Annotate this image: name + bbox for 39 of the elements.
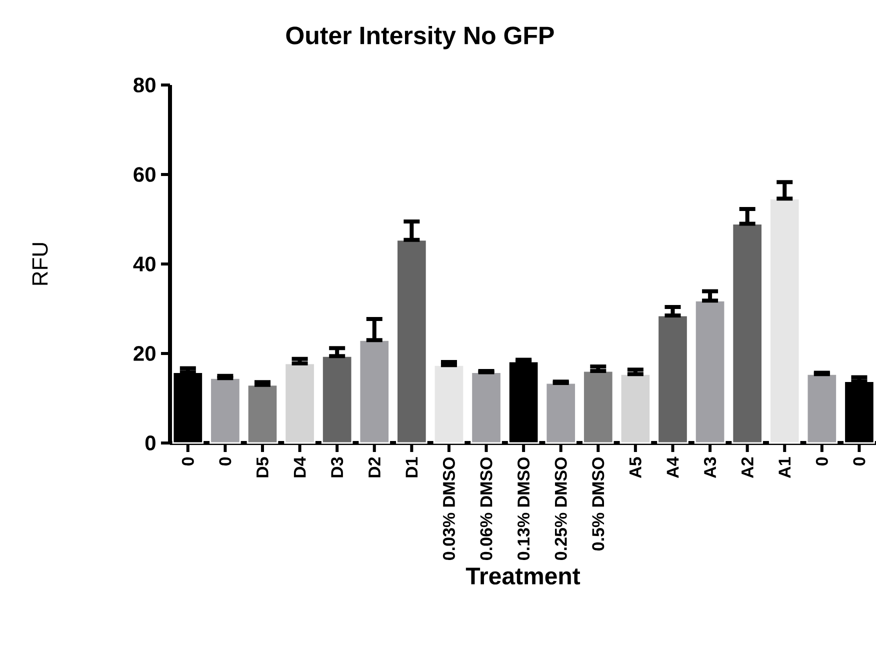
x-tick-label: D4 [294,456,306,478]
x-tick-label: D2 [368,457,380,478]
x-tick-label: 0 [219,457,232,466]
bar [545,382,577,444]
x-tick-label: A1 [778,457,790,478]
bar [694,300,726,444]
y-tick-label: 0 [145,436,156,450]
x-tick-label: D1 [406,457,418,478]
x-tick-label: 0.25% DMSO [554,457,567,560]
x-tick-label: 0 [816,457,828,466]
x-tick-label: 0.03% DMSO [442,457,455,560]
bar [732,222,763,444]
bar [321,355,353,444]
bar [806,373,838,444]
x-tick-label: A5 [630,457,642,478]
chart-title: Outer Intersity No GFP [286,26,554,50]
x-tick-label: 0 [853,457,866,466]
bar [657,314,688,444]
y-axis-title: RFU [32,243,48,285]
x-tick-label: D5 [256,457,268,478]
x-tick-label: 0.5% DMSO [592,457,604,550]
y-tick-label: 20 [134,346,156,361]
y-tick-label: 40 [133,256,156,272]
y-tick-label: 60 [134,167,156,182]
y-tick-label: 80 [134,78,156,92]
x-tick-label: A4 [666,456,679,478]
x-tick-label: 0 [182,457,194,466]
bar [768,198,800,444]
x-tick-label: A3 [704,457,716,478]
x-tick-label: D3 [331,457,344,478]
bar [470,372,502,444]
x-tick-label: 0.06% DMSO [480,457,492,560]
x-axis-title: Treatment [466,568,580,585]
x-tick-label: 0.13% DMSO [518,457,530,560]
bar [582,370,614,444]
bar [396,239,428,444]
x-tick-label: A2 [741,457,754,478]
bar [358,339,390,444]
bar [284,362,316,444]
